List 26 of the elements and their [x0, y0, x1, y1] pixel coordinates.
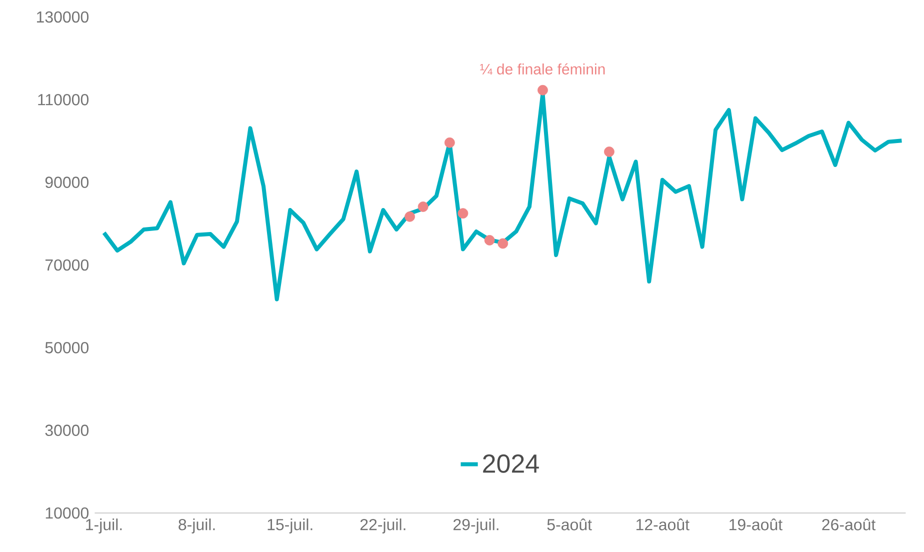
point: [484, 235, 495, 246]
y-tick-label: 70000: [45, 259, 89, 271]
point: [404, 211, 415, 222]
point: [458, 208, 468, 219]
point: [418, 202, 428, 212]
x-tick-label: 22-juil.: [360, 518, 406, 534]
point: [604, 146, 614, 157]
x-tick-label: 8-juil.: [178, 518, 215, 534]
annotation: ¼ de finale féminin: [480, 63, 605, 75]
x-tick-label: 1-juil.: [86, 518, 122, 534]
x-tick-label: 29-juil.: [453, 518, 498, 534]
y-tick-label: 50000: [45, 342, 89, 354]
point: [538, 84, 548, 96]
y-tick-label: 90000: [45, 176, 89, 188]
x-tick-label: 12-août: [636, 518, 690, 530]
y-tick-label: 110000: [38, 94, 89, 106]
legend-label: 2024: [483, 454, 539, 473]
y-tick-label: 130000: [36, 11, 89, 23]
x-tick-label: 19-août: [730, 518, 782, 530]
x-tick-label: 5-août: [547, 518, 592, 530]
y-tick-label: 10000: [46, 507, 89, 519]
point: [444, 137, 455, 148]
x-tick-label: 15-juil.: [268, 518, 312, 534]
point: [498, 238, 508, 249]
y-tick-label: 30000: [45, 424, 89, 436]
x-tick-label: 26-août: [822, 518, 876, 530]
